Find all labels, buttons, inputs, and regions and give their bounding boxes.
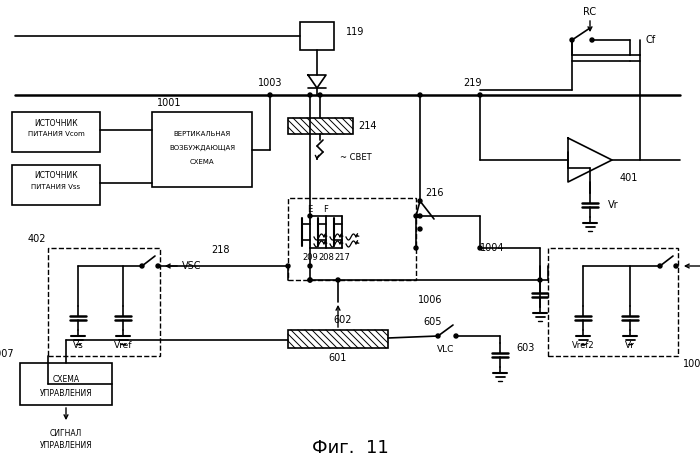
Bar (288, 198, 416, 280)
Bar (300, 22, 334, 50)
Text: СХЕМА: СХЕМА (190, 159, 214, 165)
Circle shape (454, 334, 458, 338)
Text: VSC: VSC (182, 261, 202, 271)
Text: 214: 214 (358, 121, 377, 131)
Bar (152, 112, 252, 187)
Text: 1006: 1006 (418, 295, 442, 305)
Text: 603: 603 (516, 343, 534, 353)
Text: ИСТОЧНИК: ИСТОЧНИК (34, 171, 78, 181)
Text: 1004: 1004 (480, 243, 504, 253)
Text: 1007: 1007 (0, 349, 15, 359)
Circle shape (308, 93, 312, 97)
Text: ПИТАНИЯ Vss: ПИТАНИЯ Vss (32, 184, 80, 190)
Circle shape (414, 246, 418, 250)
Text: Vref2: Vref2 (572, 341, 594, 351)
Circle shape (418, 199, 422, 203)
Bar (12, 112, 100, 152)
Circle shape (570, 38, 574, 42)
Text: 216: 216 (425, 188, 444, 198)
Text: 209: 209 (302, 254, 318, 262)
Text: VLC: VLC (438, 346, 455, 354)
Circle shape (418, 93, 422, 97)
Bar (548, 248, 678, 356)
Text: Фиг.  11: Фиг. 11 (312, 439, 388, 457)
Text: 602: 602 (334, 315, 352, 325)
Text: E: E (307, 206, 313, 214)
Text: СИГНАЛ: СИГНАЛ (50, 428, 82, 438)
Text: ПИТАНИЯ Vcom: ПИТАНИЯ Vcom (27, 131, 85, 137)
Circle shape (674, 264, 678, 268)
Text: 119: 119 (346, 27, 365, 37)
Text: ИСТОЧНИК: ИСТОЧНИК (34, 118, 78, 128)
Circle shape (140, 264, 144, 268)
Bar (288, 118, 353, 134)
Circle shape (308, 214, 312, 218)
Text: Vref: Vref (113, 341, 132, 351)
Circle shape (308, 278, 312, 282)
Text: УПРАВЛЕНИЯ: УПРАВЛЕНИЯ (40, 389, 92, 397)
Text: 218: 218 (211, 245, 230, 255)
Bar (288, 330, 388, 348)
Text: 208: 208 (318, 254, 334, 262)
Text: УПРАВЛЕНИЯ: УПРАВЛЕНИЯ (40, 440, 92, 450)
Text: 1001: 1001 (157, 98, 181, 108)
Text: ВОЗБУЖДАЮЩАЯ: ВОЗБУЖДАЮЩАЯ (169, 145, 235, 151)
Text: ~ СВЕТ: ~ СВЕТ (340, 152, 372, 162)
Text: СХЕМА: СХЕМА (52, 375, 80, 383)
Bar (20, 363, 112, 405)
Circle shape (414, 214, 418, 218)
Circle shape (308, 278, 312, 282)
Bar (12, 165, 100, 205)
Circle shape (268, 93, 272, 97)
Text: Vr: Vr (608, 200, 619, 210)
Text: Vs: Vs (73, 341, 83, 351)
Circle shape (478, 246, 482, 250)
Text: 1003: 1003 (258, 78, 282, 88)
Text: 601: 601 (329, 353, 347, 363)
Circle shape (156, 264, 160, 268)
Circle shape (308, 264, 312, 268)
Circle shape (318, 93, 322, 97)
Text: 1005: 1005 (683, 359, 700, 369)
Text: 402: 402 (27, 234, 46, 244)
Text: 605: 605 (424, 317, 442, 327)
Text: 401: 401 (620, 173, 638, 183)
Text: RC: RC (583, 7, 596, 17)
Circle shape (436, 334, 440, 338)
Circle shape (418, 227, 422, 231)
Circle shape (590, 38, 594, 42)
Circle shape (286, 264, 290, 268)
Circle shape (418, 214, 422, 218)
Circle shape (538, 278, 542, 282)
Circle shape (336, 278, 340, 282)
Circle shape (658, 264, 662, 268)
Text: Vr: Vr (625, 341, 635, 351)
Text: 219: 219 (463, 78, 482, 88)
Circle shape (478, 93, 482, 97)
Bar (48, 248, 160, 356)
Text: 217: 217 (334, 254, 350, 262)
Text: F: F (323, 206, 328, 214)
Text: ВЕРТИКАЛЬНАЯ: ВЕРТИКАЛЬНАЯ (174, 131, 230, 137)
Text: Cf: Cf (645, 35, 655, 45)
